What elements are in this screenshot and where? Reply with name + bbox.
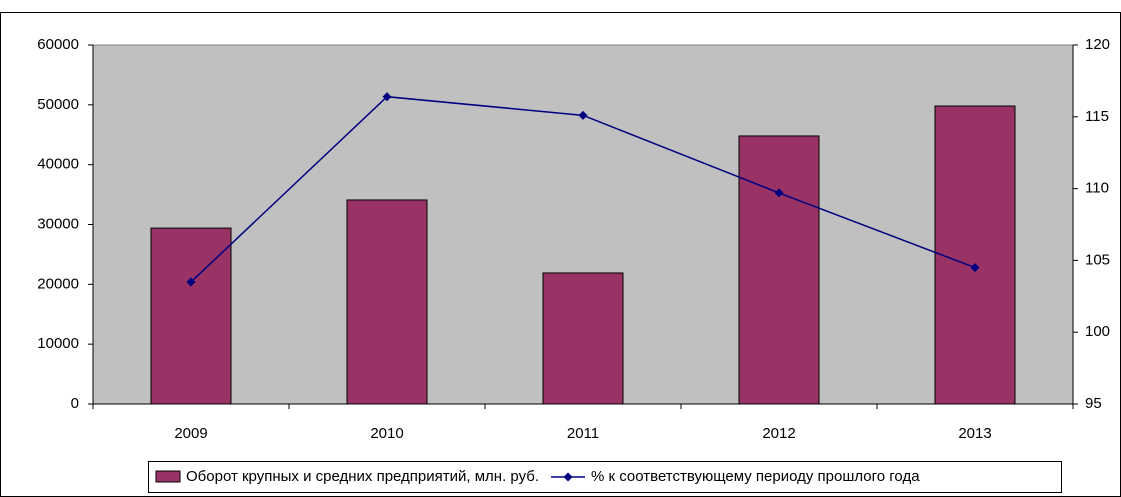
- bar: [934, 105, 1016, 405]
- legend-label: % к соответствующему периоду прошлого го…: [591, 468, 920, 485]
- line-marker: [578, 110, 588, 120]
- y-tick-label: 0: [71, 395, 79, 412]
- legend-label: Оборот крупных и средних предприятий, мл…: [186, 468, 539, 485]
- y-tick-label: 60000: [37, 36, 79, 53]
- x-tick-label: 2012: [762, 425, 795, 442]
- bar: [738, 135, 820, 405]
- y2-tick-label: 120: [1085, 36, 1110, 53]
- line-marker: [970, 263, 980, 273]
- legend-marker: [563, 472, 573, 482]
- legend-swatch: [155, 470, 181, 483]
- y2-tick-label: 115: [1085, 108, 1109, 125]
- x-tick-label: 2009: [174, 425, 207, 442]
- y-tick-label: 50000: [37, 96, 79, 113]
- y2-tick-label: 110: [1085, 180, 1109, 197]
- line-marker: [382, 92, 392, 102]
- y2-tick-label: 100: [1085, 323, 1110, 340]
- bar: [346, 199, 428, 405]
- y-tick-label: 30000: [37, 215, 79, 232]
- y2-tick-label: 95: [1085, 395, 1102, 412]
- x-tick-label: 2010: [370, 425, 403, 442]
- line-marker: [774, 188, 784, 198]
- x-tick-label: 2011: [567, 425, 599, 442]
- y-tick-label: 10000: [37, 335, 79, 352]
- x-tick-label: 2013: [958, 425, 991, 442]
- y-tick-label: 40000: [37, 156, 79, 173]
- bar: [542, 272, 624, 405]
- line-marker: [186, 277, 196, 287]
- legend: [148, 461, 1062, 493]
- y2-tick-label: 105: [1085, 251, 1110, 268]
- y-tick-label: 20000: [37, 275, 79, 292]
